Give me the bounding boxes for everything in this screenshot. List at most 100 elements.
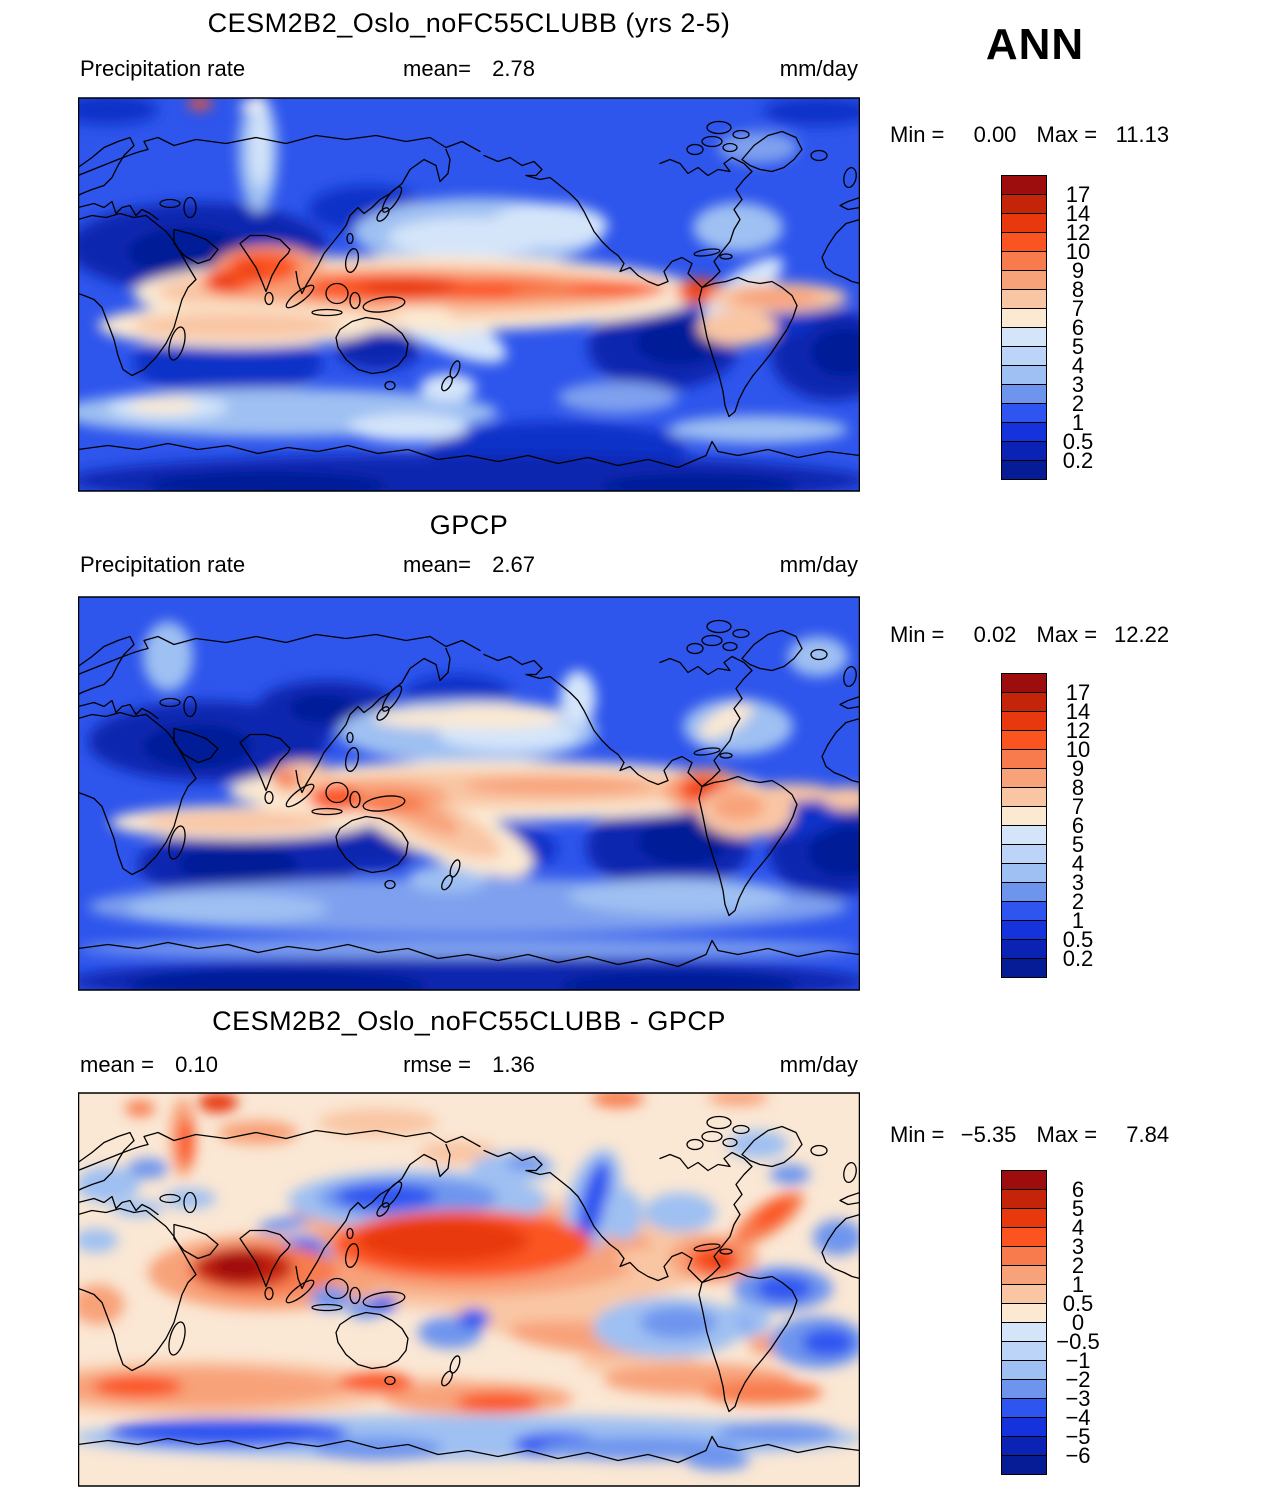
colorbar-3-cells [1001,1170,1047,1475]
colorbar-tick-label: 2 [1071,390,1085,416]
colorbar-tick-label: 0.5 [1062,1290,1094,1316]
colorbar-cell [1001,213,1047,233]
colorbar-tick-label: 5 [1071,1195,1085,1221]
colorbar-tick-label: 17 [1065,181,1091,207]
panel1-mean-value: 2.78 [492,56,535,81]
colorbar-cell [1001,901,1047,921]
panel1-units-label: mm/day [779,56,858,81]
panel1-mean: mean= 2.78 [78,56,860,82]
colorbar-tick-label: 6 [1071,1176,1085,1202]
panel2-max-value: 12.22 [1114,622,1170,647]
colorbar-tick-label: 12 [1065,219,1091,245]
panel2-mean-label: mean= [403,552,471,577]
colorbar-cell [1001,920,1047,940]
colorbar-tick-label: 0.5 [1062,926,1094,952]
colorbar-cell [1001,346,1047,366]
colorbar-cell [1001,1322,1047,1342]
colorbar-cell [1001,882,1047,902]
map-model [78,97,860,492]
season-label: ANN [985,20,1085,69]
colorbar-cell [1001,1170,1047,1190]
panel1-min-label: Min = [890,122,945,147]
panel3-mean-label: mean = [80,1052,154,1077]
colorbar-tick-label: −6 [1065,1442,1091,1468]
colorbar-cell [1001,1303,1047,1323]
colorbar-cell [1001,749,1047,769]
colorbar-tick-label: 4 [1071,1214,1085,1240]
colorbar-cell [1001,1265,1047,1285]
panel1-minmax-row: Min = 0.00 Max = 11.13 [890,122,1220,148]
colorbar-cell [1001,1379,1047,1399]
colorbar-cell [1001,863,1047,883]
colorbar-cell [1001,365,1047,385]
colorbar-tick-label: 14 [1065,200,1091,226]
colorbar-cell [1001,1227,1047,1247]
panel3-units-label: mm/day [779,1052,858,1077]
colorbar-tick-label: 17 [1065,679,1091,705]
colorbar-cell [1001,1360,1047,1380]
colorbar-tick-label: 10 [1065,736,1091,762]
colorbar-tick-label: 4 [1071,850,1085,876]
colorbar-cell [1001,1341,1047,1361]
colorbar-tick-label: 0 [1071,1309,1085,1335]
colorbar-cell [1001,289,1047,309]
colorbar-tick-label: 7 [1071,295,1085,321]
colorbar-tick-label: 6 [1071,314,1085,340]
map-difference [78,1092,860,1487]
colorbar-cell [1001,1189,1047,1209]
colorbar-cell [1001,175,1047,195]
colorbar-cell [1001,232,1047,252]
colorbar-cell [1001,1284,1047,1304]
colorbar-cell [1001,692,1047,712]
colorbar-cell [1001,1208,1047,1228]
colorbar-cell [1001,308,1047,328]
panel2-max-label: Max = [1036,622,1098,647]
colorbar-cell [1001,403,1047,423]
colorbar-cell [1001,1246,1047,1266]
panel2-min-label: Min = [890,622,945,647]
colorbar-cell [1001,958,1047,978]
panel2-units-label: mm/day [779,552,858,577]
colorbar-cell [1001,939,1047,959]
colorbar-tick-label: 10 [1065,238,1091,264]
colorbar-tick-label: −0.5 [1056,1328,1100,1354]
colorbar-tick-label: −5 [1065,1423,1091,1449]
panel3-title: CESM2B2_Oslo_noFC55CLUBB - GPCP [212,1006,726,1036]
panel1-variable-label: Precipitation rate [80,56,246,81]
map-frame [78,1092,860,1487]
colorbar-cell [1001,1398,1047,1418]
colorbar-cell [1001,730,1047,750]
panel3-mean-value: 0.10 [175,1052,218,1077]
panel3-rmse-value: 1.36 [492,1052,535,1077]
colorbar-cell [1001,787,1047,807]
colorbar-cell [1001,270,1047,290]
colorbar-cell [1001,460,1047,480]
colorbar-tick-label: −4 [1065,1404,1091,1430]
colorbar-tick-label: 3 [1071,1233,1085,1259]
panel3-max-label: Max = [1036,1122,1098,1147]
colorbar-cell [1001,441,1047,461]
colorbar-cell [1001,711,1047,731]
colorbar-tick-label: 0.2 [1062,447,1094,473]
colorbar-tick-label: 8 [1071,774,1085,800]
panel2-min-value: 0.02 [973,622,1017,647]
panel2-mean-value: 2.67 [492,552,535,577]
colorbar-cell [1001,1436,1047,1456]
panel1-max-label: Max = [1036,122,1098,147]
colorbar-tick-label: −3 [1065,1385,1091,1411]
colorbar-tick-label: 4 [1071,352,1085,378]
colorbar-tick-label: 5 [1071,333,1085,359]
colorbar-cell [1001,673,1047,693]
panel1-mean-label: mean= [403,56,471,81]
colorbar-cell [1001,327,1047,347]
panel3-minmax-row: Min = −5.35 Max = 7.84 [890,1122,1220,1148]
map-observations [78,596,860,991]
panel3-mean: mean = 0.10 [80,1052,218,1078]
colorbar-1-cells [1001,175,1047,480]
map-frame [78,97,860,492]
colorbar-tick-label: 3 [1071,869,1085,895]
map-observations-contour-field [78,621,860,991]
colorbar-cell [1001,768,1047,788]
panel3-rmse-label: rmse = [403,1052,471,1077]
colorbar-cell [1001,194,1047,214]
